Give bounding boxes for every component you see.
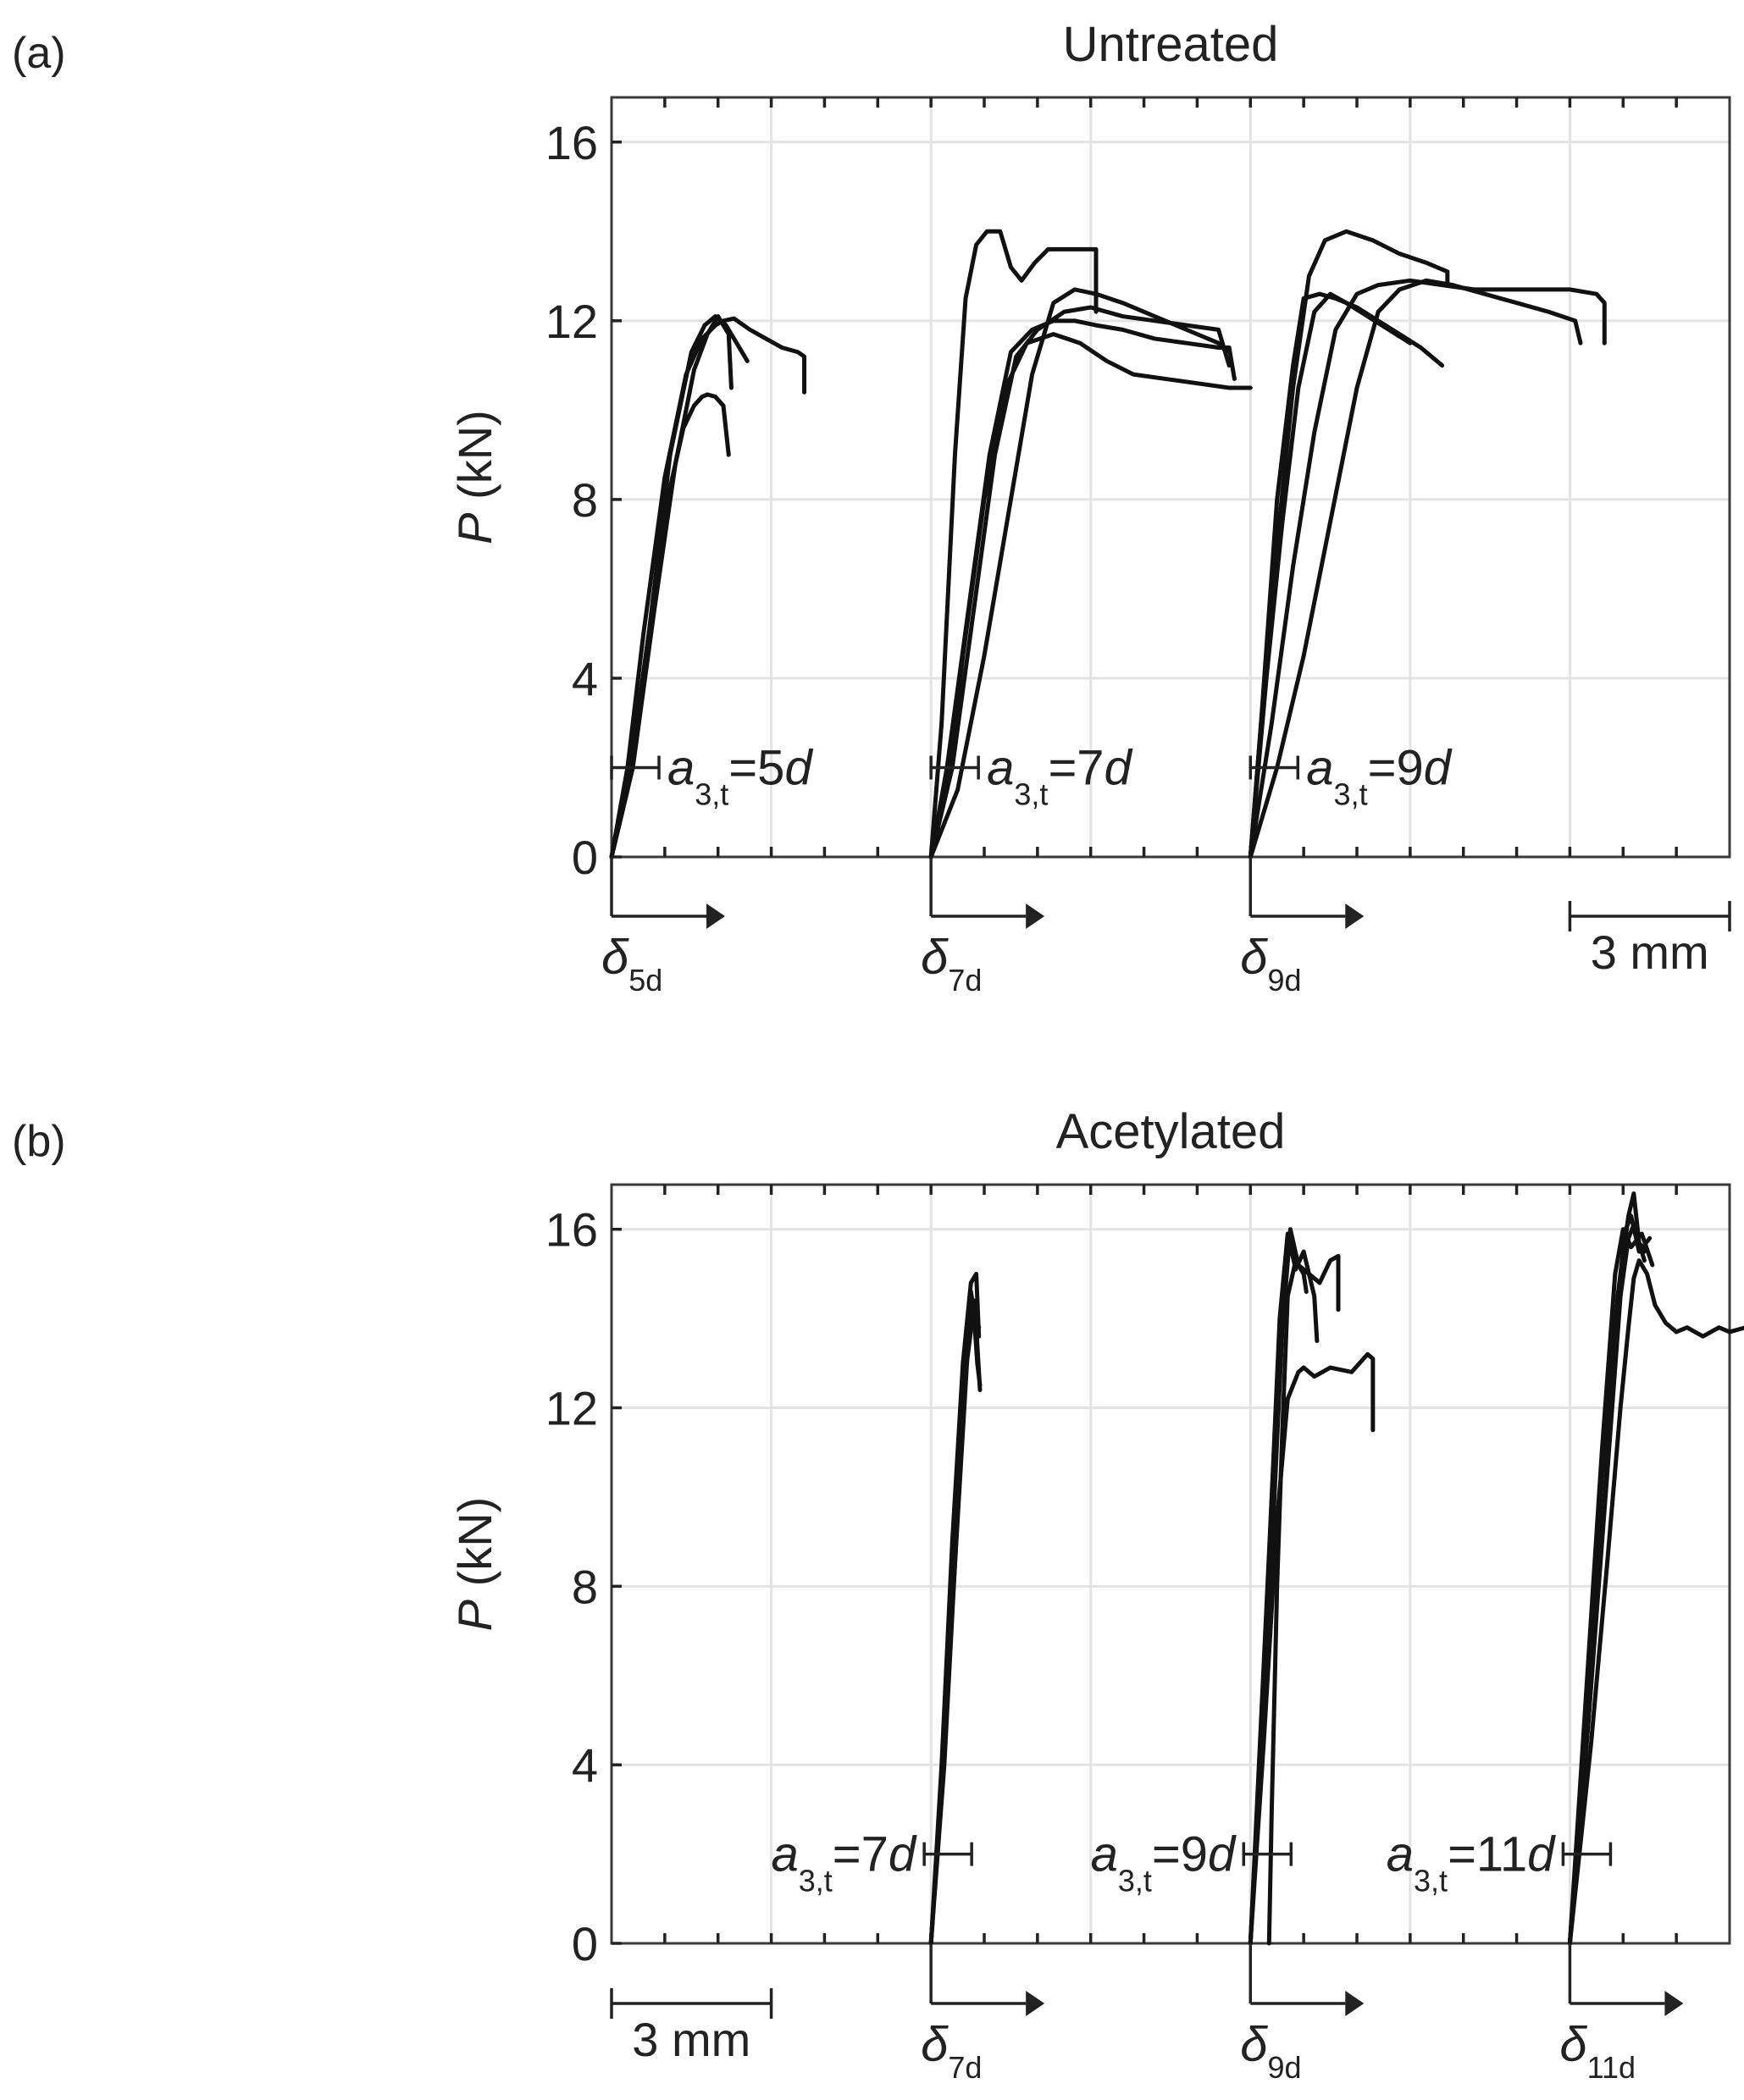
plot-frame <box>610 1183 1731 1945</box>
series-line-11d-3 <box>1567 1227 1655 1946</box>
series-line-9d-4 <box>1248 1351 1376 1946</box>
y-tick-label: 12 <box>545 295 598 348</box>
delta-label: δ11d <box>1559 2017 1636 2085</box>
y-tick-label: 0 <box>572 1917 598 1970</box>
delta-arrow-head <box>1345 1991 1365 2016</box>
panel-b: (b) Acetylated 0 4 8 12 16 P (kN) a3,t=7d a3,t=9d… <box>12 1104 1744 2085</box>
y-tick-label: 16 <box>545 116 598 169</box>
series-line-9d-5 <box>1248 278 1583 859</box>
y-axis-label: P (kN) <box>448 1497 501 1632</box>
series-line-11d-4 <box>1567 1222 1647 1946</box>
series-line-9d-4 <box>1248 278 1607 859</box>
spacing-annotation: a3,t=7d <box>987 740 1132 811</box>
scale-bar-label: 3 mm <box>1591 926 1709 979</box>
chart-title: Acetylated <box>1056 1104 1286 1159</box>
spacing-annotation: a3,t=7d <box>771 1827 916 1898</box>
delta-label: δ5d <box>601 930 662 998</box>
series-line-7d-3 <box>928 305 1232 859</box>
series-line-7d-5 <box>928 332 1253 859</box>
delta-label: δ7d <box>921 930 982 998</box>
y-tick-label: 4 <box>572 652 598 705</box>
y-tick-label: 12 <box>545 1382 598 1435</box>
panel-label: (b) <box>12 1117 66 1166</box>
delta-label: δ9d <box>1240 2017 1301 2085</box>
chart-title: Untreated <box>1063 17 1279 72</box>
series-line-5d-3 <box>609 314 734 859</box>
series-line-11d-5 <box>1567 1258 1744 1946</box>
series-line-7d-4 <box>928 1298 983 1946</box>
plot-frame <box>610 96 1731 859</box>
y-tick-label: 16 <box>545 1203 598 1257</box>
delta-arrow-head <box>1026 904 1045 929</box>
series-line-9d-1 <box>1248 1235 1341 1946</box>
series-line-7d-4 <box>928 287 1229 859</box>
y-tick-label: 4 <box>572 1738 598 1792</box>
scale-bar-label: 3 mm <box>632 2013 750 2066</box>
spacing-annotation: a3,t=5d <box>667 740 813 811</box>
delta-label: δ7d <box>921 2017 982 2085</box>
y-axis-label: P (kN) <box>448 410 501 544</box>
spacing-annotation: a3,t=9d <box>1091 1827 1237 1898</box>
delta-arrow-head <box>1345 904 1365 929</box>
series-line-9d-1 <box>1248 229 1450 859</box>
spacing-annotation: a3,t=11d <box>1387 1827 1556 1898</box>
y-tick-label: 8 <box>572 473 598 527</box>
y-tick-label: 0 <box>572 831 598 884</box>
delta-arrow-head <box>706 904 725 929</box>
series-line-7d-1 <box>928 229 1099 859</box>
delta-label: δ9d <box>1240 930 1301 998</box>
panel-label: (a) <box>12 29 66 78</box>
panel-a: (a) Untreated 0 4 8 12 16 P (kN) a3,t=5d a3,t=7d a… <box>12 17 1731 998</box>
series-line-9d-5 <box>1266 1258 1298 1946</box>
spacing-annotation: a3,t=9d <box>1306 740 1452 811</box>
series-line-9d-3 <box>1248 291 1445 859</box>
delta-arrow-head <box>1664 1991 1684 2016</box>
delta-arrow-head <box>1026 1991 1045 2016</box>
y-tick-label: 8 <box>572 1560 598 1613</box>
series-line-5d-4 <box>609 392 731 859</box>
